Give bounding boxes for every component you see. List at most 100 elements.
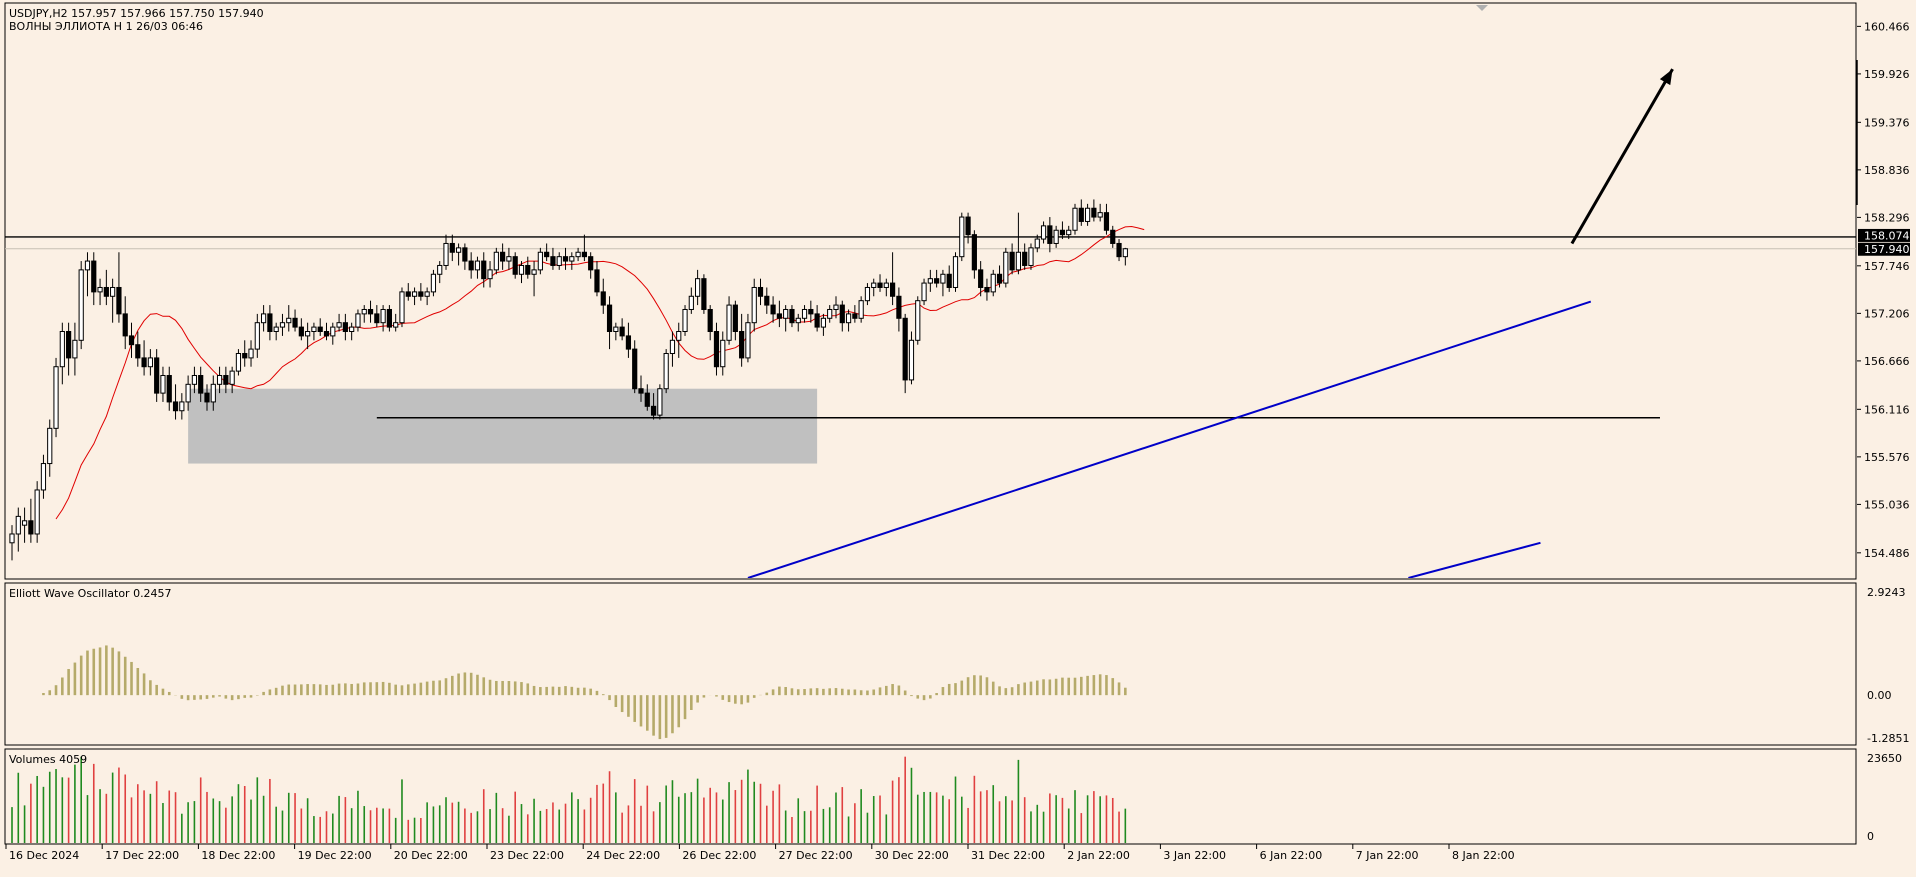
candle-body [839, 304, 845, 324]
candle [525, 256, 531, 279]
candle [380, 305, 386, 332]
candle-body [537, 251, 543, 271]
candle [28, 498, 34, 543]
candle [500, 243, 506, 270]
price-tick-label: 154.486 [1864, 547, 1910, 560]
candle [191, 366, 198, 394]
candle [934, 269, 940, 288]
price-tick-label: 157.206 [1864, 307, 1910, 320]
candle [1116, 239, 1122, 262]
candle [971, 230, 977, 279]
candle-body [1047, 225, 1053, 244]
candle-body [890, 282, 896, 297]
candle-body [638, 388, 644, 394]
candle-body [474, 260, 481, 271]
time-tick-label: 18 Dec 22:00 [201, 849, 275, 862]
candle [59, 322, 65, 385]
candle-body [720, 339, 726, 368]
candle [1097, 203, 1103, 222]
candle-body [959, 216, 965, 258]
price-tick-label: 156.116 [1864, 403, 1910, 416]
candle-body [512, 256, 518, 275]
candle [688, 287, 694, 314]
candle-body [135, 344, 141, 359]
candle [292, 309, 298, 332]
candle-body [562, 256, 569, 262]
price-tag-label: 158.074 [1864, 229, 1910, 242]
candle-body [1103, 212, 1110, 231]
candle-body [179, 401, 185, 412]
candle [940, 269, 946, 297]
candle [625, 322, 632, 358]
candle-body [223, 375, 229, 385]
candle-body [707, 308, 713, 332]
price-tick-label: 159.926 [1864, 68, 1910, 81]
candle [720, 331, 726, 376]
candle [827, 305, 833, 323]
time-tick-label: 7 Jan 22:00 [1356, 849, 1419, 862]
candle-body [330, 326, 336, 337]
candle [147, 349, 153, 376]
candle [739, 313, 745, 367]
candle-body [204, 392, 210, 403]
candle-body [443, 242, 449, 266]
candle-body [248, 348, 254, 359]
candle-body [292, 317, 298, 328]
volume-layer [11, 756, 1127, 843]
candle [267, 305, 273, 341]
candle [544, 243, 550, 262]
time-tick-label: 24 Dec 22:00 [586, 849, 660, 862]
candle-body [657, 388, 663, 416]
candle-body [261, 313, 267, 324]
candle [764, 287, 770, 314]
candle [726, 296, 732, 345]
time-tick-label: 3 Jan 22:00 [1163, 849, 1226, 862]
candle [600, 278, 606, 314]
candle [1009, 243, 1015, 275]
candle [814, 305, 820, 332]
candle-body [883, 282, 889, 288]
candle [1040, 221, 1047, 244]
candle [990, 269, 996, 297]
candle-body [462, 247, 468, 262]
candle-body [569, 256, 575, 262]
oscillator-title: Elliott Wave Oscillator 0.2457 [9, 587, 172, 600]
candle [921, 278, 927, 306]
candle [248, 340, 254, 367]
candle-body [695, 278, 701, 297]
candle-body [625, 335, 632, 350]
candle-body [1097, 212, 1103, 218]
candle [229, 366, 235, 394]
candle [512, 252, 518, 279]
candle-body [1084, 207, 1091, 222]
candle-body [820, 317, 827, 328]
candle-body [122, 313, 128, 337]
candle-body [40, 463, 47, 491]
candle-body [116, 286, 122, 315]
candle [996, 265, 1003, 288]
candle-body [78, 269, 84, 341]
candle [72, 322, 78, 376]
candle-body [669, 339, 676, 355]
candle-body [418, 291, 424, 297]
candle-body [53, 366, 59, 429]
candle [9, 525, 15, 561]
candle [361, 305, 367, 323]
candle-body [1040, 225, 1047, 240]
candle [355, 309, 361, 332]
shift-marker-icon[interactable] [1476, 5, 1488, 11]
candle-body [613, 326, 619, 332]
candle-body [481, 260, 487, 280]
candle-body [286, 317, 292, 324]
candle [676, 322, 682, 358]
candle [185, 375, 191, 411]
candle [34, 481, 40, 543]
candle-body [191, 375, 198, 385]
candle-body [581, 251, 587, 258]
candle [116, 252, 122, 323]
time-tick-label: 2 Jan 22:00 [1067, 849, 1130, 862]
candle-body [267, 313, 273, 332]
candle [890, 252, 896, 306]
candle [198, 366, 204, 402]
candle [474, 256, 481, 279]
